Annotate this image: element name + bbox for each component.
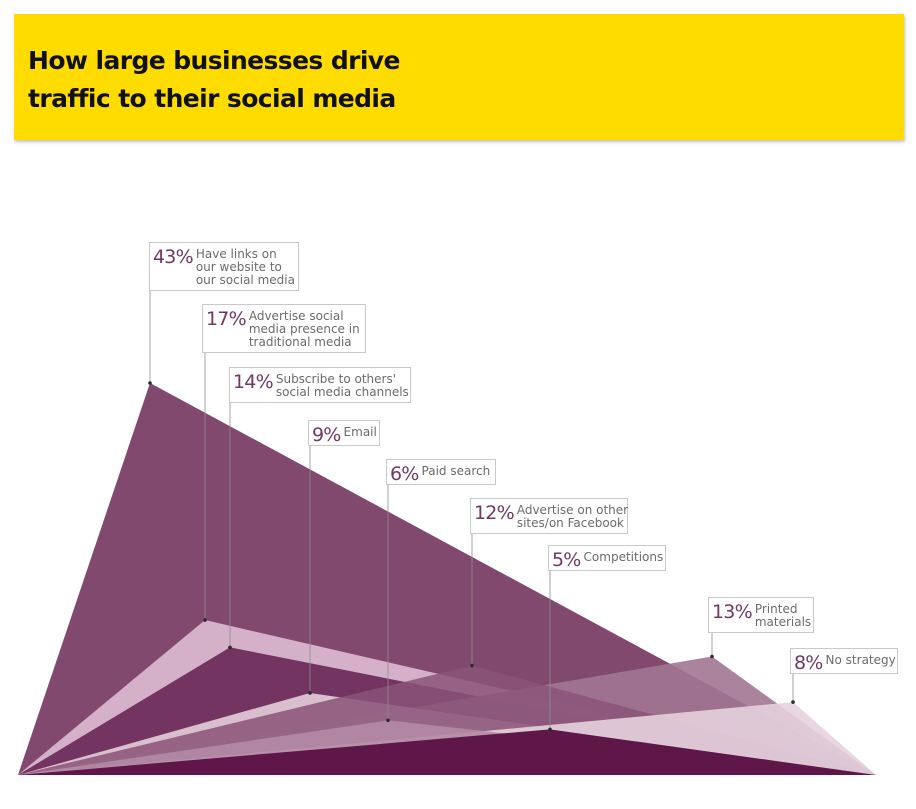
area-shape-7 — [18, 729, 876, 775]
callout-label-line-1-1: Have links on — [195, 247, 277, 261]
callout-label-line-3-2: social media channels — [275, 385, 409, 399]
callout-9: 8% No strategy — [790, 648, 898, 674]
callout-percent-8: 13% — [712, 601, 753, 623]
callout-percent-5: 6% — [390, 463, 419, 485]
callout-label-7: Competitions — [584, 548, 664, 564]
callout-percent-3: 14% — [233, 371, 274, 393]
callout-label-line-7-1: Competitions — [583, 550, 664, 564]
callout-label-4: Email — [344, 423, 377, 439]
callout-2: 17% Advertise social media presence in trad… — [202, 304, 366, 353]
peak-marker-4 — [308, 691, 312, 695]
peak-marker-1 — [148, 381, 152, 385]
callout-percent-2: 17% — [206, 308, 247, 330]
peak-marker-9 — [791, 700, 795, 704]
callout-percent-6: 12% — [474, 502, 515, 524]
callout-percent-4: 9% — [312, 424, 341, 446]
chart-title-line-2: traffic to their social media — [28, 84, 396, 113]
callout-5: 6% Paid search — [386, 459, 496, 485]
chart-title-line-1: How large businesses drive — [28, 46, 400, 75]
callout-label-line-3-1: Subscribe to others' — [275, 372, 396, 386]
callout-label-line-1-3: our social media — [195, 273, 295, 287]
callout-percent-7: 5% — [552, 549, 581, 571]
callout-label-line-1-2: our website to — [195, 260, 282, 274]
peak-marker-6 — [470, 663, 474, 668]
callout-label-line-6-1: Advertise on other — [516, 503, 629, 517]
callout-label-line-9-1: No strategy — [825, 653, 896, 667]
callout-7: 5% Competitions — [548, 545, 666, 571]
callout-3: 14% Subscribe to others' social media chan… — [229, 367, 411, 403]
callout-label-line-2-3: traditional media — [248, 335, 352, 349]
callout-label-3: Subscribe to others' social media channel… — [276, 370, 409, 399]
callout-1: 43% Have links on our website to our social… — [149, 242, 299, 291]
callout-label-line-2-2: media presence in — [248, 322, 360, 336]
callout-label-line-8-1: Printed — [754, 602, 798, 616]
peak-marker-2 — [203, 618, 207, 622]
callout-label-2: Advertise social media presence in traditi… — [249, 307, 360, 349]
callout-label-8: Printed materials — [755, 600, 811, 629]
callout-label-line-2-1: Advertise social — [248, 309, 344, 323]
peak-marker-5 — [386, 718, 390, 723]
title-banner: How large businesses drive traffic to th… — [14, 14, 904, 140]
callout-label-line-8-2: materials — [754, 615, 812, 629]
callout-label-9: No strategy — [826, 651, 896, 667]
chart-title: How large businesses drive traffic to th… — [28, 42, 400, 118]
callout-label-line-5-1: Paid search — [421, 464, 491, 478]
callout-label-1: Have links on our website to our social me… — [196, 245, 295, 287]
peak-marker-3 — [228, 645, 232, 650]
callout-label-6: Advertise on other sites/on Facebook — [517, 501, 628, 530]
callout-label-line-6-2: sites/on Facebook — [516, 516, 624, 530]
callout-label-5: Paid search — [422, 462, 491, 478]
callout-6: 12% Advertise on other sites/on Facebook — [470, 498, 628, 534]
peak-marker-8 — [710, 654, 714, 659]
callout-percent-9: 8% — [794, 652, 823, 674]
callout-8: 13% Printed materials — [708, 597, 814, 633]
callout-4: 9% Email — [308, 420, 380, 446]
callout-percent-1: 43% — [153, 246, 194, 268]
peak-marker-7 — [548, 727, 552, 732]
callout-label-line-4-1: Email — [343, 425, 377, 439]
